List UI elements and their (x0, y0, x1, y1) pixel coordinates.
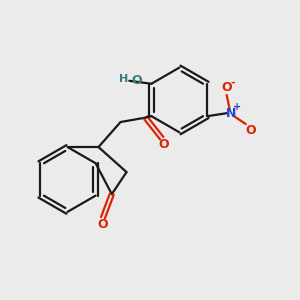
Text: H: H (118, 74, 128, 84)
Text: O: O (132, 74, 142, 87)
Text: O: O (245, 124, 256, 137)
Text: O: O (158, 138, 169, 151)
Text: O: O (98, 218, 108, 231)
Text: -: - (231, 78, 236, 88)
Text: N: N (226, 107, 236, 120)
Text: +: + (233, 102, 242, 112)
Text: O: O (221, 81, 232, 94)
